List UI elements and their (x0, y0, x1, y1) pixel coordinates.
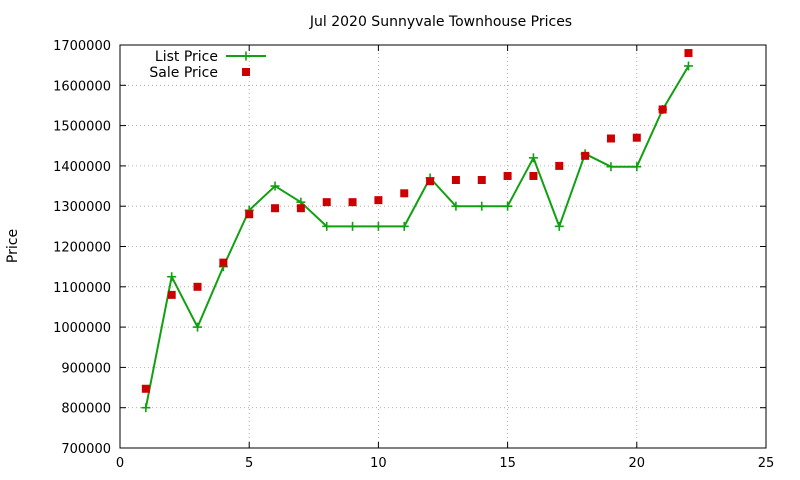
sale-price-point (400, 189, 409, 198)
y-tick-label: 1300000 (53, 200, 111, 215)
series-layer (141, 49, 693, 413)
x-tick-label: 0 (116, 456, 124, 471)
sale-price-point (193, 282, 202, 291)
list-price-point (348, 221, 358, 231)
legend-item-sale-price: Sale Price (149, 65, 250, 81)
sale-price-point (658, 105, 667, 114)
sale-price-point (555, 161, 564, 170)
list-price-point (373, 221, 383, 231)
sale-price-point (632, 133, 641, 142)
sale-price-point (581, 151, 590, 160)
sale-price-point (348, 198, 357, 207)
axis-ticks: 0 5 10 15 20 25 700000 800000 900000 1000000 11000… (53, 39, 774, 471)
y-tick-label: 1600000 (53, 79, 111, 94)
legend-plus-swatch (241, 51, 251, 61)
x-tick-label: 20 (629, 456, 646, 471)
x-tick-label: 5 (245, 456, 253, 471)
list-price-point (503, 201, 513, 211)
sale-price-point (606, 134, 615, 143)
list-price-point (451, 201, 461, 211)
list-price-point (632, 162, 642, 172)
list-price-line (144, 65, 690, 408)
sale-price-point (271, 204, 280, 213)
list-price-point (606, 162, 616, 172)
list-price-point (141, 403, 151, 413)
y-tick-label: 1500000 (53, 120, 111, 135)
y-tick-label: 900000 (61, 361, 111, 376)
sale-price-point (684, 49, 693, 58)
sale-price-point (451, 176, 460, 185)
list-price-point (270, 181, 280, 191)
series-sale-price (141, 49, 693, 393)
list-price-point (399, 221, 409, 231)
legend-square-swatch (242, 68, 250, 76)
y-tick-label: 700000 (61, 442, 111, 457)
sale-price-point (426, 177, 435, 186)
sale-price-point (503, 171, 512, 180)
list-price-point (554, 221, 564, 231)
sale-price-point (374, 196, 383, 205)
x-tick-label: 15 (499, 456, 516, 471)
y-tick-label: 1400000 (53, 160, 111, 175)
list-price-point (193, 322, 203, 332)
y-tick-label: 1100000 (53, 281, 111, 296)
list-price-point (683, 61, 693, 71)
sale-price-point (167, 290, 176, 299)
sale-price-point (245, 210, 254, 219)
x-tick-label: 10 (370, 456, 387, 471)
y-tick-label: 1700000 (53, 39, 111, 54)
list-price-point (322, 221, 332, 231)
sale-price-point (322, 198, 331, 207)
x-tick-label: 25 (758, 456, 775, 471)
list-price-point (528, 153, 538, 163)
legend-item-list-price: List Price (155, 49, 266, 65)
y-tick-label: 1200000 (53, 241, 111, 256)
chart-title: Jul 2020 Sunnyvale Townhouse Prices (309, 14, 572, 30)
list-price-point (167, 272, 177, 282)
y-tick-label: 800000 (61, 402, 111, 417)
list-price-point (477, 201, 487, 211)
sale-price-point (296, 204, 305, 213)
y-tick-label: 1000000 (53, 321, 111, 336)
sale-price-point (219, 258, 228, 267)
sale-price-point (141, 384, 150, 393)
legend-label: Sale Price (149, 65, 218, 81)
y-axis-label: Price (5, 229, 21, 263)
sale-price-point (529, 171, 538, 180)
sale-price-point (477, 176, 486, 185)
legend-label: List Price (155, 49, 218, 65)
